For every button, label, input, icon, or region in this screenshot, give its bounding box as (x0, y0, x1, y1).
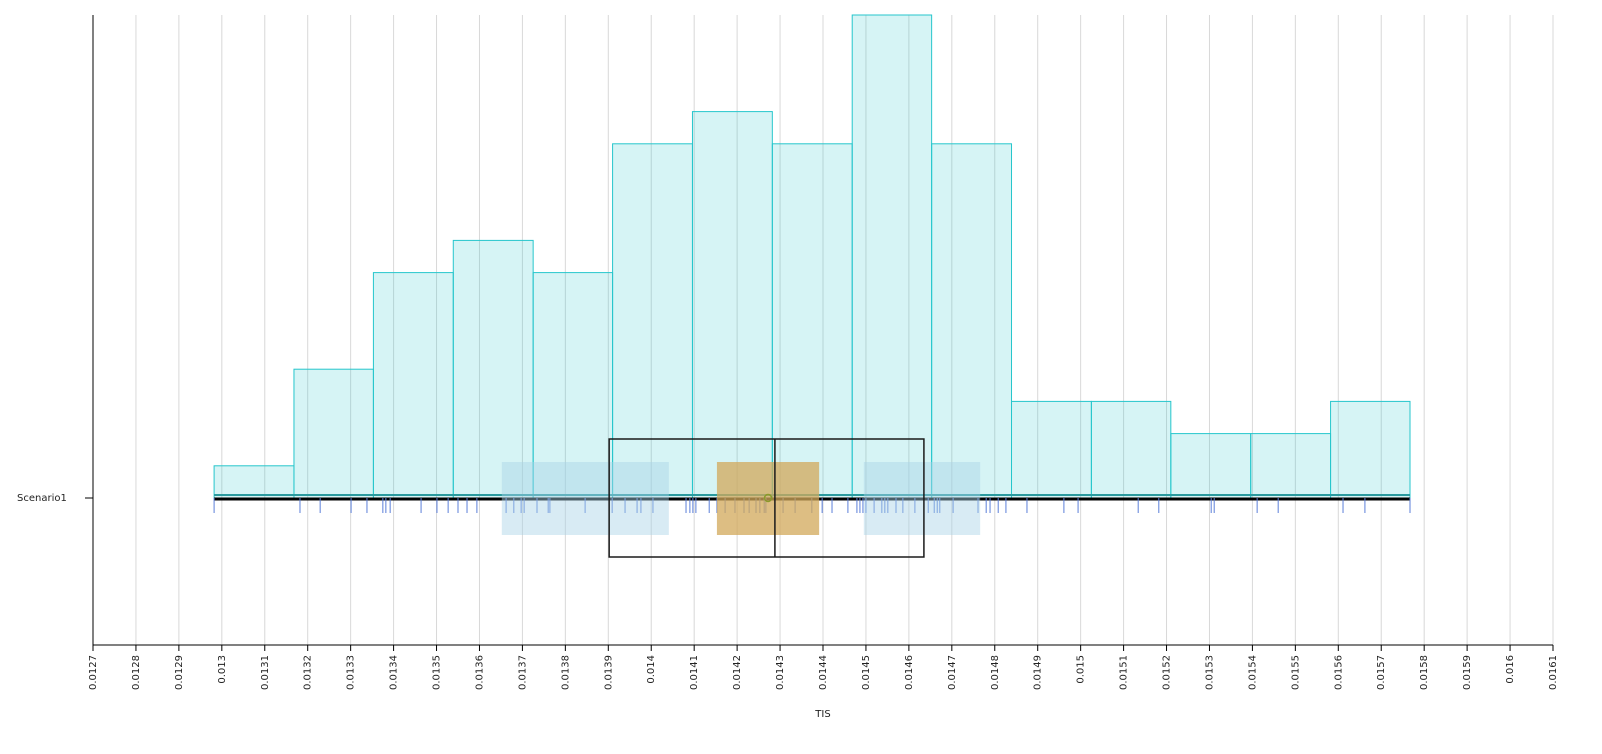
confidence-interval (716, 462, 820, 535)
x-tick-label: 0.0156 (1333, 655, 1344, 690)
x-tick-label: 0.0135 (432, 655, 443, 690)
x-tick-label: 0.0142 (732, 655, 743, 690)
x-tick-label: 0.0128 (131, 655, 142, 690)
x-tick-label: 0.0157 (1376, 655, 1387, 690)
x-axis-label: TIS (814, 709, 830, 720)
confidence-interval (501, 462, 669, 535)
histogram-bar (532, 272, 614, 499)
x-tick-label: 0.0159 (1462, 655, 1473, 690)
x-tick-label: 0.0136 (474, 655, 485, 690)
x-tick-label: 0.0127 (88, 655, 99, 690)
x-tick-label: 0.0138 (560, 655, 571, 690)
histogram-bar (1011, 400, 1092, 499)
x-tick-label: 0.0154 (1247, 655, 1258, 690)
category-label: Scenario1 (17, 493, 67, 504)
x-tick-label: 0.0146 (904, 655, 915, 690)
mean-marker (763, 493, 773, 503)
histogram-bar (691, 111, 773, 499)
x-tick-label: 0.015 (1076, 655, 1087, 684)
x-tick-label: 0.0144 (818, 655, 829, 690)
histogram-bar (293, 368, 374, 499)
histogram-bar (1170, 433, 1252, 499)
x-tick-label: 0.0148 (990, 655, 1001, 690)
x-tick-label: 0.0155 (1290, 655, 1301, 690)
x-tick-label: 0.0137 (517, 655, 528, 690)
histogram-bar (372, 272, 454, 499)
histogram-bar (1090, 400, 1172, 499)
x-tick-label: 0.0161 (1548, 655, 1559, 690)
box (608, 438, 925, 558)
histogram-bar (213, 465, 295, 499)
histogram-bar (452, 239, 534, 499)
x-tick-label: 0.0131 (260, 655, 271, 690)
histogram-bar (771, 143, 853, 499)
x-tick-label: 0.0129 (174, 655, 185, 690)
x-tick-label: 0.0143 (775, 655, 786, 690)
x-tick-label: 0.0147 (947, 655, 958, 690)
x-tick-label: 0.0133 (346, 655, 357, 690)
x-tick-label: 0.0151 (1119, 655, 1130, 690)
histogram-bar (612, 143, 693, 499)
x-tick-label: 0.0145 (861, 655, 872, 690)
x-tick-label: 0.0134 (389, 655, 400, 690)
histogram-bar (931, 143, 1013, 499)
x-tick-label: 0.0153 (1204, 655, 1215, 690)
confidence-interval (863, 462, 981, 535)
x-tick-label: 0.0139 (603, 655, 614, 690)
x-tick-label: 0.0158 (1419, 655, 1430, 690)
histogram-bar (851, 14, 933, 499)
histogram-bar (1250, 433, 1332, 499)
x-tick-label: 0.016 (1505, 655, 1516, 684)
x-tick-label: 0.0149 (1033, 655, 1044, 690)
x-tick-label: 0.0141 (689, 655, 700, 690)
x-tick-label: 0.0132 (303, 655, 314, 690)
x-tick-label: 0.0152 (1162, 655, 1173, 690)
x-tick-label: 0.014 (646, 655, 657, 684)
x-tick-label: 0.013 (217, 655, 228, 684)
histogram-bar (1330, 400, 1411, 499)
